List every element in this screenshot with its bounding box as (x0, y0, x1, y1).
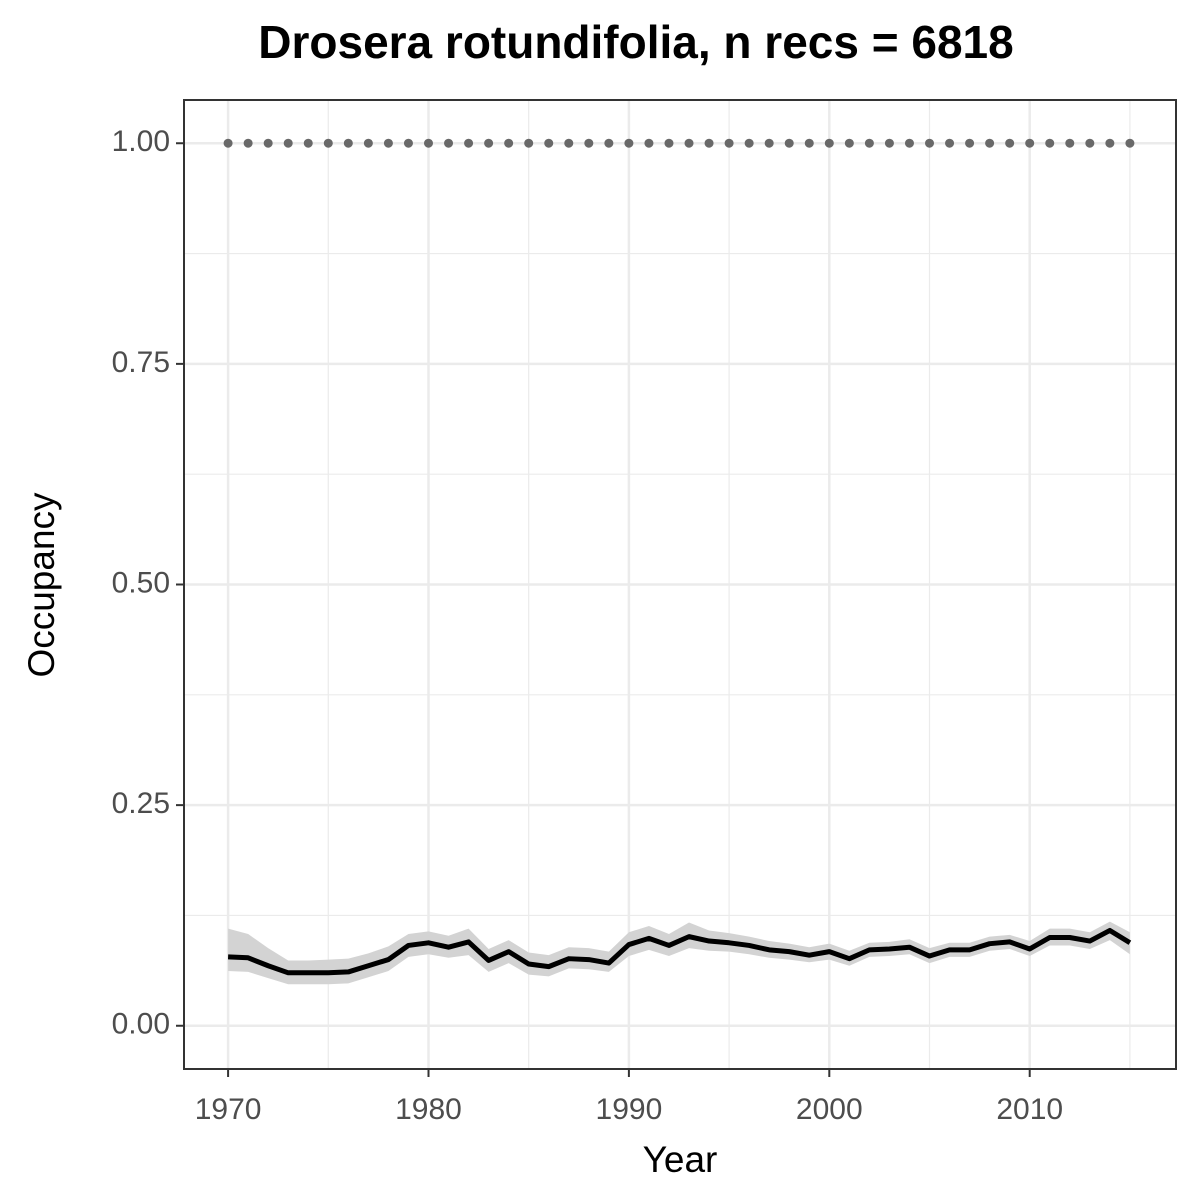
dot (884, 138, 894, 148)
dot (925, 138, 935, 148)
dot (584, 138, 594, 148)
dot (804, 138, 814, 148)
dot (864, 138, 874, 148)
y-tick-label: 0.75 (112, 346, 170, 379)
dot (844, 138, 854, 148)
dot (624, 138, 634, 148)
x-tick-label: 2000 (796, 1093, 863, 1126)
dot (323, 138, 333, 148)
dot (664, 138, 674, 148)
dot (1005, 138, 1015, 148)
y-tick-label: 1.00 (112, 125, 170, 158)
dot (444, 138, 454, 148)
x-tick-label: 1970 (195, 1093, 262, 1126)
dot (985, 138, 995, 148)
dot (824, 138, 834, 148)
dot (1105, 138, 1115, 148)
dot (764, 138, 774, 148)
dot (484, 138, 494, 148)
dot (744, 138, 754, 148)
line (227, 927, 1132, 976)
dot (1045, 138, 1055, 148)
chart-title: Drosera rotundifolia, n recs = 6818 (258, 16, 1013, 68)
dot (604, 138, 614, 148)
dot (904, 138, 914, 148)
dot (383, 138, 393, 148)
y-tick-label: 0.00 (112, 1008, 170, 1041)
dot (343, 138, 353, 148)
x-tick-label: 1990 (596, 1093, 663, 1126)
dot (243, 138, 253, 148)
dot (223, 138, 233, 148)
dot (1085, 138, 1095, 148)
dot (423, 138, 433, 148)
dot (403, 138, 413, 148)
dot (1025, 138, 1035, 148)
dot (784, 138, 794, 148)
x-axis-title: Year (643, 1139, 718, 1180)
dot (644, 138, 654, 148)
dot (283, 138, 293, 148)
x-tick-label: 1980 (395, 1093, 462, 1126)
dot (524, 138, 534, 148)
dot (544, 138, 554, 148)
dot (363, 138, 373, 148)
dot (504, 138, 514, 148)
dot (945, 138, 955, 148)
y-tick-label: 0.25 (112, 787, 170, 820)
dot (1125, 138, 1135, 148)
dot (704, 138, 714, 148)
dot (263, 138, 273, 148)
dot (564, 138, 574, 148)
dot (1065, 138, 1075, 148)
panel-border (183, 99, 1177, 1070)
x-tick-label: 2010 (996, 1093, 1063, 1126)
y-tick-label: 0.50 (112, 566, 170, 599)
dot (724, 138, 734, 148)
dot (303, 138, 313, 148)
dot (464, 138, 474, 148)
dot (965, 138, 975, 148)
confidence-band (228, 921, 1130, 985)
y-axis-title: Occupancy (21, 492, 62, 678)
dot (684, 138, 694, 148)
